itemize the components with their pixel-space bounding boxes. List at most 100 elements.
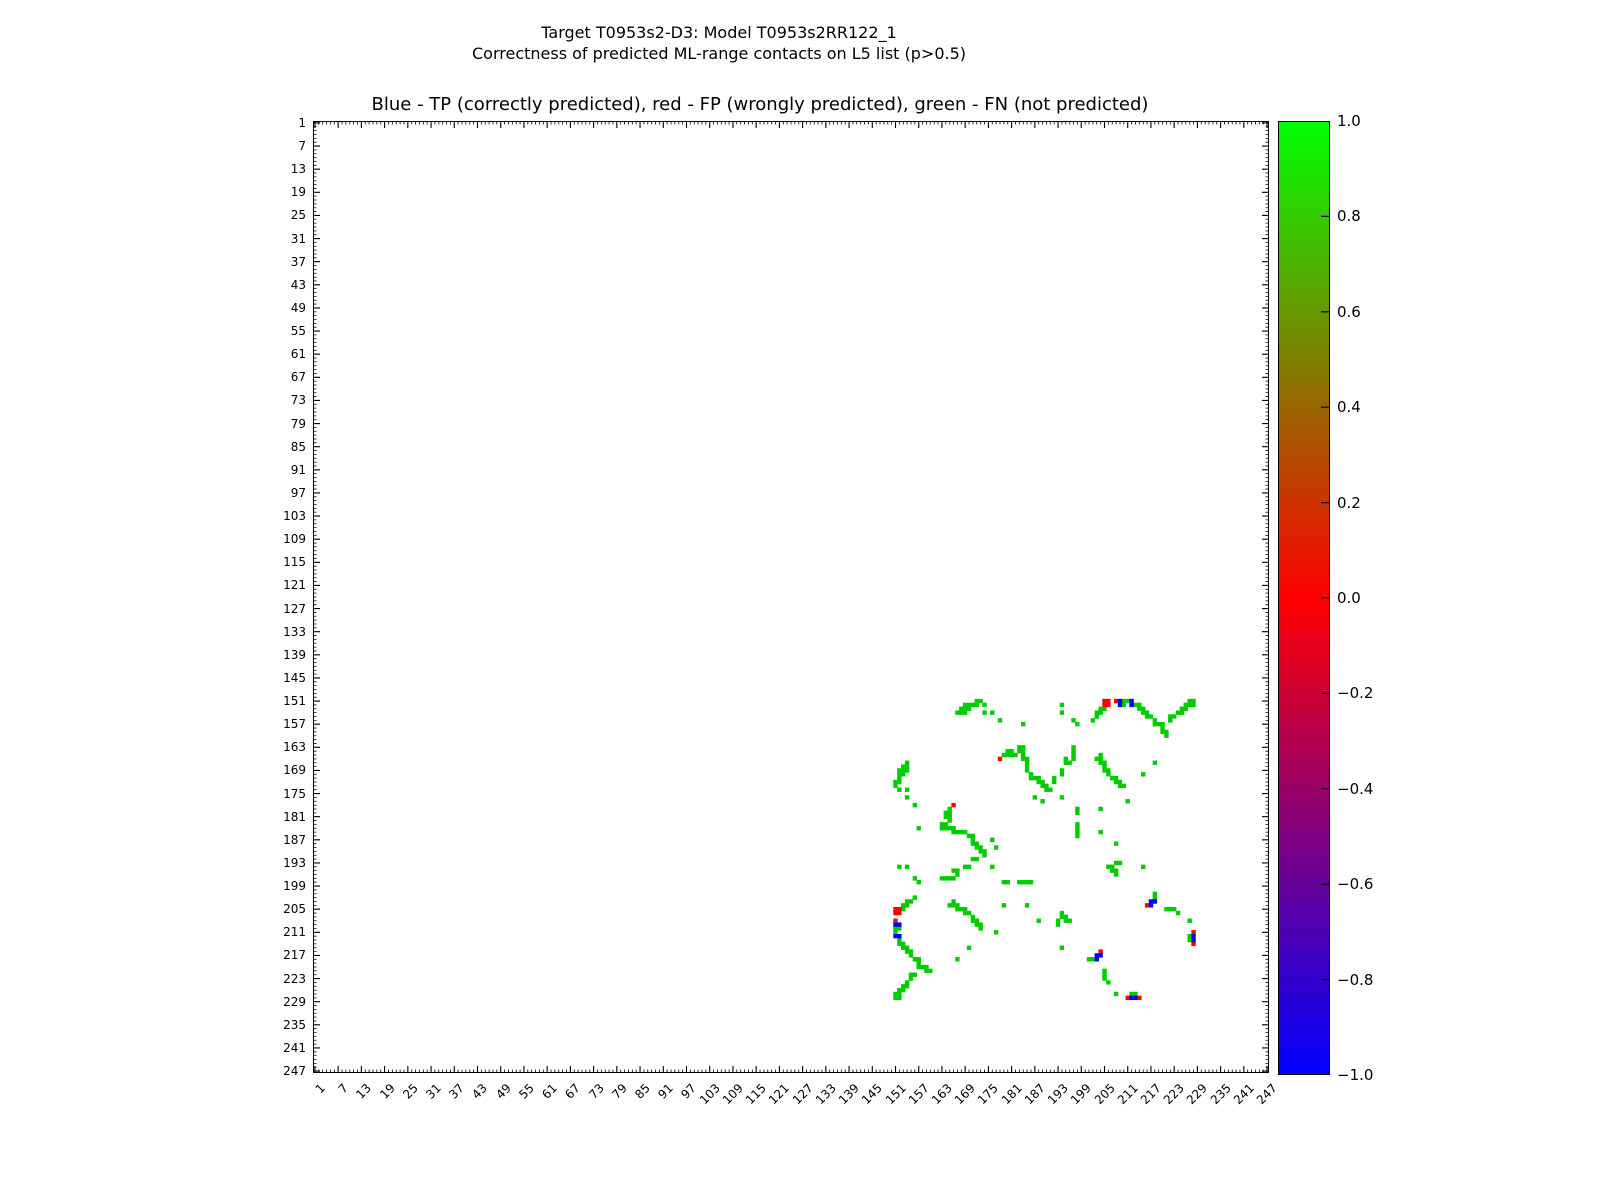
contact-cell (1024, 880, 1030, 885)
contact-cell (904, 864, 910, 869)
colorbar-tick-label: −1.0 (1337, 1066, 1374, 1084)
contact-cell (1171, 714, 1177, 719)
y-tick-label: 199 (283, 879, 306, 894)
colorbar-tick-label: −0.2 (1337, 684, 1374, 703)
contact-cell (1090, 718, 1096, 723)
contact-cell (893, 783, 898, 789)
contact-cell (893, 918, 898, 923)
contact-cell (1156, 721, 1161, 727)
contact-cell (1098, 829, 1103, 835)
y-tick-label: 139 (283, 647, 306, 662)
contact-cell (951, 876, 956, 881)
contact-cell (901, 772, 906, 777)
contact-cell (1024, 756, 1030, 762)
contact-cell (962, 829, 968, 835)
contact-cell (978, 922, 983, 927)
contact-cell (916, 964, 921, 970)
contact-cell (1152, 760, 1158, 765)
contact-cell (1106, 702, 1111, 708)
y-tick-label: 73 (290, 393, 306, 408)
contact-cell (904, 945, 910, 950)
contact-cell (997, 756, 1003, 762)
contact-cell (1133, 702, 1138, 708)
contact-cell (1125, 799, 1130, 804)
contact-cell (951, 802, 956, 808)
contact-cell (974, 702, 979, 708)
contact-cell (916, 826, 921, 831)
contact-cell (1191, 933, 1196, 939)
contact-cell (1102, 702, 1107, 708)
contact-cell (1121, 783, 1127, 789)
contact-cell (912, 972, 918, 977)
contact-cell (951, 829, 956, 835)
contact-cell (901, 941, 906, 947)
y-tick-label: 13 (290, 162, 306, 177)
contact-cell (1191, 702, 1196, 708)
contact-cell (904, 903, 910, 908)
y-tick-label: 205 (283, 902, 306, 917)
colorbar-tick-label: −0.8 (1337, 970, 1374, 989)
contact-cell (1063, 914, 1068, 920)
colorbar-tick-label: 0.6 (1337, 302, 1361, 321)
contact-cell (1098, 760, 1103, 765)
contact-cell (1075, 806, 1080, 812)
contact-cell (1059, 768, 1065, 773)
contact-cell (924, 964, 929, 970)
contact-cell (1059, 914, 1065, 920)
contact-cell (1106, 772, 1111, 777)
contact-cell (904, 949, 910, 954)
contact-cell (904, 768, 910, 773)
contact-cell (1032, 795, 1038, 800)
contact-cell (955, 957, 960, 962)
contact-cell (1110, 868, 1115, 873)
contact-cell (1117, 860, 1123, 866)
contact-cell (939, 822, 945, 827)
y-tick-label: 247 (283, 1064, 306, 1079)
contact-cell (1102, 760, 1107, 765)
contact-cell (955, 872, 960, 877)
contact-cell (893, 906, 898, 912)
contact-cell (1129, 702, 1134, 708)
contact-cell (1137, 702, 1142, 708)
contact-cell (901, 903, 906, 908)
contact-cell (897, 772, 902, 777)
contact-cell (955, 906, 960, 912)
contact-cell (897, 922, 902, 927)
contact-cell (897, 937, 902, 943)
y-tick-label: 193 (283, 855, 306, 870)
contact-cell (974, 845, 979, 850)
contact-cell (912, 957, 918, 962)
contact-cell (1071, 745, 1076, 750)
contact-cell (893, 922, 898, 927)
contact-cell (1106, 980, 1111, 985)
contact-cell (1040, 783, 1045, 789)
contact-cell (916, 960, 921, 966)
y-tick-label: 169 (283, 763, 306, 778)
contact-cell (1129, 698, 1134, 704)
contact-cell (1048, 787, 1053, 792)
contact-cell (962, 864, 968, 869)
contact-cell (970, 837, 976, 843)
contact-cell (982, 702, 987, 708)
contact-cell (1106, 698, 1111, 704)
contact-cell (1179, 710, 1185, 715)
contact-cell (893, 930, 898, 935)
contact-cell (1001, 880, 1007, 885)
contact-cell (893, 926, 898, 931)
colorbar-tick-label: 0.0 (1337, 589, 1361, 607)
contact-cell (1144, 903, 1150, 908)
contact-cell (1024, 903, 1030, 908)
y-tick-label: 241 (283, 1040, 306, 1055)
contact-cell (1191, 937, 1196, 943)
axes-title: Blue - TP (correctly predicted), red - F… (371, 94, 1149, 115)
contact-cell (1129, 995, 1134, 1001)
contact-cell (1113, 779, 1119, 785)
contact-cell (1148, 714, 1154, 719)
contact-cell (1036, 775, 1041, 781)
contact-cell (1141, 710, 1146, 715)
contact-cell (1094, 957, 1099, 962)
colorbar-tick-label: 1.0 (1337, 112, 1361, 130)
contact-cell (990, 864, 995, 869)
contact-cell (1164, 729, 1169, 735)
